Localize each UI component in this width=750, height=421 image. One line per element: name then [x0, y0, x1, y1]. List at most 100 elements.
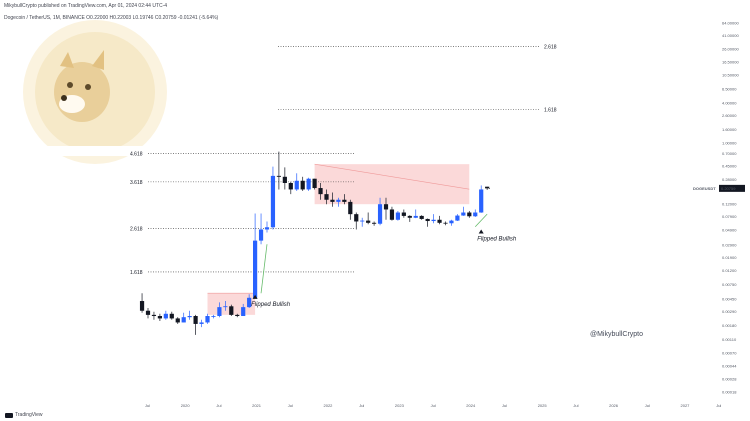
- y-tick-label: 0.00070: [722, 350, 737, 355]
- price-tag: [719, 184, 745, 192]
- candle: [258, 213, 264, 245]
- candle-body: [401, 212, 406, 216]
- y-tick-label: 0.04900: [722, 228, 737, 233]
- candle: [437, 215, 442, 225]
- candle-body: [235, 314, 240, 317]
- candle-body: [139, 301, 145, 311]
- candle-body: [449, 220, 454, 224]
- candle: [443, 221, 448, 226]
- candle: [253, 213, 258, 298]
- candle: [229, 304, 234, 317]
- candle: [193, 314, 198, 335]
- candle-body: [145, 310, 151, 315]
- candle: [419, 215, 424, 220]
- fib-label: 3.618: [130, 180, 143, 186]
- fib-label: 4.618: [130, 151, 143, 157]
- candle-body: [443, 222, 448, 224]
- candle-body: [431, 219, 436, 222]
- x-tick-label: Jul: [431, 403, 436, 408]
- candle: [318, 183, 323, 200]
- y-tick-label: 0.70000: [722, 151, 737, 156]
- candle-body: [264, 227, 270, 230]
- support-line: [260, 244, 268, 294]
- x-tick-label: 2026: [609, 403, 619, 408]
- y-tick-label: 0.00290: [722, 309, 737, 314]
- candle-body: [366, 220, 371, 223]
- candle: [312, 178, 317, 190]
- price-tag-symbol: DOGEUSDT: [693, 186, 716, 191]
- candle: [413, 209, 418, 219]
- candle: [157, 313, 162, 322]
- x-tick-label: Jul: [216, 403, 221, 408]
- candle-body: [229, 306, 234, 315]
- footer-brand: TradingView: [5, 412, 43, 418]
- price-tag-symbol-box: [692, 184, 717, 192]
- doge-coin-icon: [0, 20, 200, 164]
- candle-body: [241, 307, 246, 317]
- candle-body: [211, 316, 216, 317]
- x-tick-label: Jul: [645, 403, 650, 408]
- y-tick-label: 0.28000: [722, 177, 737, 182]
- candle-body: [169, 313, 174, 319]
- candle-body: [467, 212, 472, 217]
- y-tick-label: 4.00000: [722, 100, 737, 105]
- candle: [175, 317, 180, 324]
- x-tick-label: Jul: [573, 403, 578, 408]
- candle: [282, 167, 287, 190]
- flipped-bullish-label: Flipped Bullish: [477, 236, 517, 242]
- candle: [276, 151, 281, 190]
- candle-body: [419, 215, 424, 219]
- candle: [372, 221, 377, 226]
- y-tick-label: 64.00000: [722, 20, 739, 25]
- candle-body: [181, 317, 186, 323]
- candle-body: [253, 240, 258, 298]
- candle-body: [395, 212, 400, 220]
- watermark-handle: @MikybullCrypto: [590, 331, 643, 338]
- candle-body: [324, 194, 329, 200]
- candle: [163, 310, 168, 320]
- candle-body: [461, 212, 466, 216]
- x-tick-label: 2021: [252, 403, 262, 408]
- x-tick-label: Jul: [359, 403, 364, 408]
- y-tick-label: 10.50000: [722, 73, 739, 78]
- candle: [449, 219, 454, 226]
- candle: [151, 311, 157, 320]
- candle-body: [282, 176, 287, 184]
- y-tick-label: 0.02900: [722, 243, 737, 248]
- candle: [336, 197, 341, 207]
- candle-body: [485, 186, 490, 189]
- y-tick-label: 16.50000: [722, 59, 739, 64]
- y-tick-label: 0.07900: [722, 214, 737, 219]
- y-tick-label: 0.00180: [722, 323, 737, 328]
- x-tick-label: 2020: [181, 403, 191, 408]
- candle-body: [383, 204, 389, 210]
- candle: [288, 181, 293, 195]
- candle-body: [348, 201, 353, 215]
- candle-body: [479, 189, 484, 213]
- flip-arrow: [252, 294, 258, 299]
- y-tick-label: 0.00110: [722, 337, 737, 342]
- candle: [348, 199, 353, 220]
- publisher-line: MikybullCrypto published on TradingView.…: [4, 3, 168, 9]
- candle: [264, 221, 270, 233]
- candle-body: [437, 219, 442, 223]
- candle-body: [413, 215, 418, 218]
- resistance-band-edge: [314, 163, 470, 190]
- candle: [389, 206, 395, 221]
- candle-body: [294, 180, 299, 190]
- candle: [241, 303, 246, 317]
- candle-body: [330, 199, 335, 202]
- candle: [294, 173, 299, 191]
- candle-body: [455, 215, 460, 221]
- y-tick-label: 6.50000: [722, 86, 737, 91]
- candle-body: [300, 180, 305, 190]
- candle-body: [312, 178, 317, 189]
- y-tick-label: 0.00044: [722, 364, 737, 369]
- candle: [306, 177, 311, 191]
- candle: [473, 209, 478, 218]
- candle: [139, 293, 145, 313]
- candle: [360, 217, 365, 227]
- candle: [169, 311, 174, 320]
- candle-body: [199, 322, 204, 324]
